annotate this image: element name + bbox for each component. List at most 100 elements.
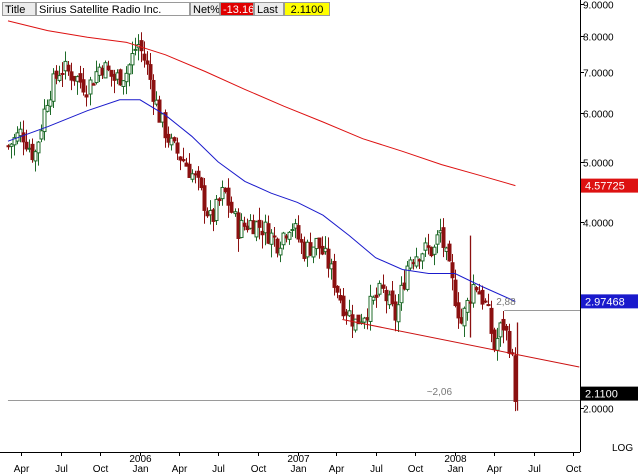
candle <box>84 85 89 107</box>
candle <box>91 82 96 86</box>
candle <box>474 286 479 293</box>
candle <box>106 60 111 72</box>
price-badge-red: 4.57725 <box>581 178 638 193</box>
candle <box>483 298 488 304</box>
candle <box>381 274 386 293</box>
candle <box>435 230 440 254</box>
candle <box>281 231 286 250</box>
candle <box>480 285 485 310</box>
candle <box>57 65 62 83</box>
candle <box>36 140 41 166</box>
candle <box>148 52 153 90</box>
candle <box>78 65 83 89</box>
candle <box>220 180 225 206</box>
price-badges: 4.57725 2.97468 2.1100 <box>581 178 638 401</box>
candle <box>239 213 244 239</box>
x-tick-label: Jul <box>528 464 541 475</box>
y-tick-label: 5.0000 <box>583 159 614 170</box>
candle <box>504 323 509 341</box>
candle <box>88 76 93 106</box>
candle <box>432 244 437 266</box>
annotations: 2,88 ~2,06 <box>427 297 516 398</box>
candle <box>299 233 304 255</box>
y-ticks: 9.00008.00007.00006.00005.00004.00003.00… <box>580 1 614 416</box>
candle <box>462 306 467 338</box>
candle <box>39 124 44 143</box>
candle <box>187 153 192 178</box>
candle <box>513 347 518 412</box>
candle <box>51 68 56 109</box>
candle <box>278 241 283 263</box>
candle <box>287 231 292 245</box>
candle <box>275 237 280 258</box>
candle <box>489 300 494 343</box>
candle <box>124 66 129 95</box>
candle <box>396 294 401 333</box>
x-tick-label: Oct <box>408 464 424 475</box>
y-tick-label: 7.0000 <box>583 69 614 80</box>
candle <box>426 233 431 255</box>
x-year-label: 2006 <box>129 454 152 465</box>
x-tick-label: Oct <box>251 464 267 475</box>
svg-text:4.57725: 4.57725 <box>585 181 625 193</box>
y-tick-label: 6.0000 <box>583 110 614 121</box>
candle <box>217 197 222 206</box>
price-badge-black: 2.1100 <box>581 386 638 401</box>
svg-text:2.97468: 2.97468 <box>585 296 625 308</box>
short-moving-average-line <box>7 99 516 302</box>
candle <box>42 99 47 141</box>
annotation-label-1: 2,88 <box>496 297 516 308</box>
candle <box>94 60 99 85</box>
candle <box>453 269 458 308</box>
candle <box>353 318 358 333</box>
horizontal-lines <box>7 310 580 401</box>
y-tick-label: 4.0000 <box>583 219 614 230</box>
candle <box>103 60 108 79</box>
candle <box>371 295 376 305</box>
x-tick-label: Oct <box>566 464 582 475</box>
candle <box>390 280 395 307</box>
candle <box>335 285 340 299</box>
candle <box>33 149 38 172</box>
axes <box>0 0 581 453</box>
candle <box>242 216 247 231</box>
candle <box>501 311 506 344</box>
candle <box>471 274 476 308</box>
annotation-label-2: ~2,06 <box>427 387 453 398</box>
candle <box>465 297 470 321</box>
candle <box>456 292 461 329</box>
candle <box>341 287 346 320</box>
x-tick-label: Jul <box>55 464 68 475</box>
x-tick-label: Oct <box>93 464 109 475</box>
y-tick-label: 8.0000 <box>583 33 614 44</box>
candle <box>133 37 138 56</box>
candle <box>272 227 277 247</box>
last-value: 2.1100 <box>284 2 330 16</box>
candle <box>196 166 201 191</box>
candle <box>60 62 65 87</box>
candle <box>21 120 26 156</box>
candle <box>332 253 337 296</box>
candle <box>347 299 352 317</box>
support-trendline <box>342 319 580 368</box>
candle <box>368 284 373 331</box>
candle <box>317 237 322 259</box>
candle <box>486 293 491 307</box>
candle <box>257 207 262 240</box>
title-label: Title <box>2 2 36 16</box>
x-tick-label: Jan <box>290 464 306 475</box>
candle <box>9 143 14 159</box>
x-tick-label: Apr <box>14 464 30 475</box>
y-tick-label: 9.0000 <box>583 1 614 12</box>
candle <box>290 223 295 237</box>
candle <box>54 65 59 85</box>
x-tick-label: Jul <box>370 464 383 475</box>
candle <box>226 178 231 218</box>
svg-text:2.1100: 2.1100 <box>585 389 618 401</box>
candle <box>450 253 455 291</box>
candle <box>142 41 147 68</box>
x-tick-label: Jan <box>447 464 463 475</box>
candle <box>127 63 132 87</box>
